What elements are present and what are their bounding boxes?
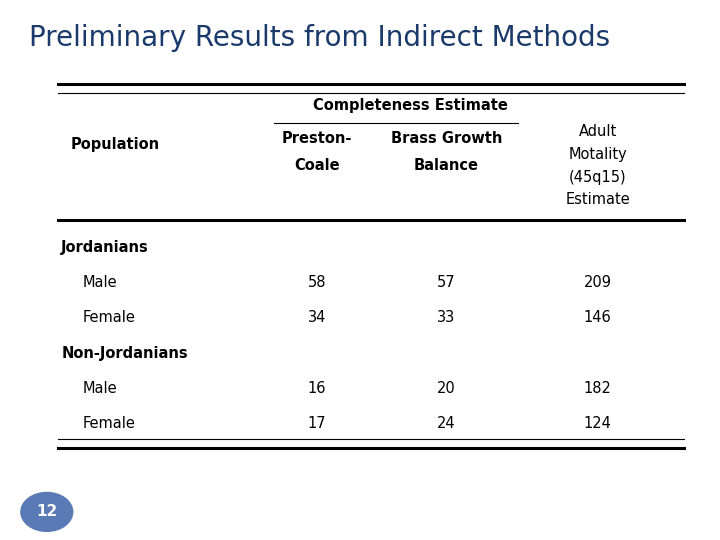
Text: 182: 182 [584, 381, 611, 396]
Text: 12: 12 [36, 504, 58, 519]
Text: (45q15): (45q15) [569, 170, 626, 185]
Text: Completeness Estimate: Completeness Estimate [313, 98, 508, 113]
Text: Male: Male [83, 275, 117, 291]
Text: Motality: Motality [568, 147, 627, 162]
Text: 57: 57 [437, 275, 456, 291]
Text: 16: 16 [307, 381, 326, 396]
Text: 58: 58 [307, 275, 326, 291]
Text: Adult: Adult [578, 124, 617, 139]
Text: 24: 24 [437, 416, 456, 431]
Text: Jordanians: Jordanians [61, 240, 149, 255]
Text: 34: 34 [307, 310, 326, 326]
Text: 17: 17 [307, 416, 326, 431]
Text: Male: Male [83, 381, 117, 396]
Text: Coale: Coale [294, 158, 340, 173]
Text: 209: 209 [584, 275, 611, 291]
Text: Estimate: Estimate [565, 192, 630, 207]
Text: Population: Population [71, 137, 160, 152]
Text: Non-Jordanians: Non-Jordanians [61, 346, 188, 361]
Circle shape [21, 492, 73, 531]
Text: 146: 146 [584, 310, 611, 326]
Text: Preliminary Results from Indirect Methods: Preliminary Results from Indirect Method… [29, 24, 610, 52]
Text: Balance: Balance [414, 158, 479, 173]
Text: 20: 20 [437, 381, 456, 396]
Text: Female: Female [83, 416, 135, 431]
Text: 124: 124 [584, 416, 611, 431]
Text: Brass Growth: Brass Growth [391, 131, 502, 146]
Text: Preston-: Preston- [282, 131, 352, 146]
Text: Female: Female [83, 310, 135, 326]
Text: 33: 33 [437, 310, 456, 326]
